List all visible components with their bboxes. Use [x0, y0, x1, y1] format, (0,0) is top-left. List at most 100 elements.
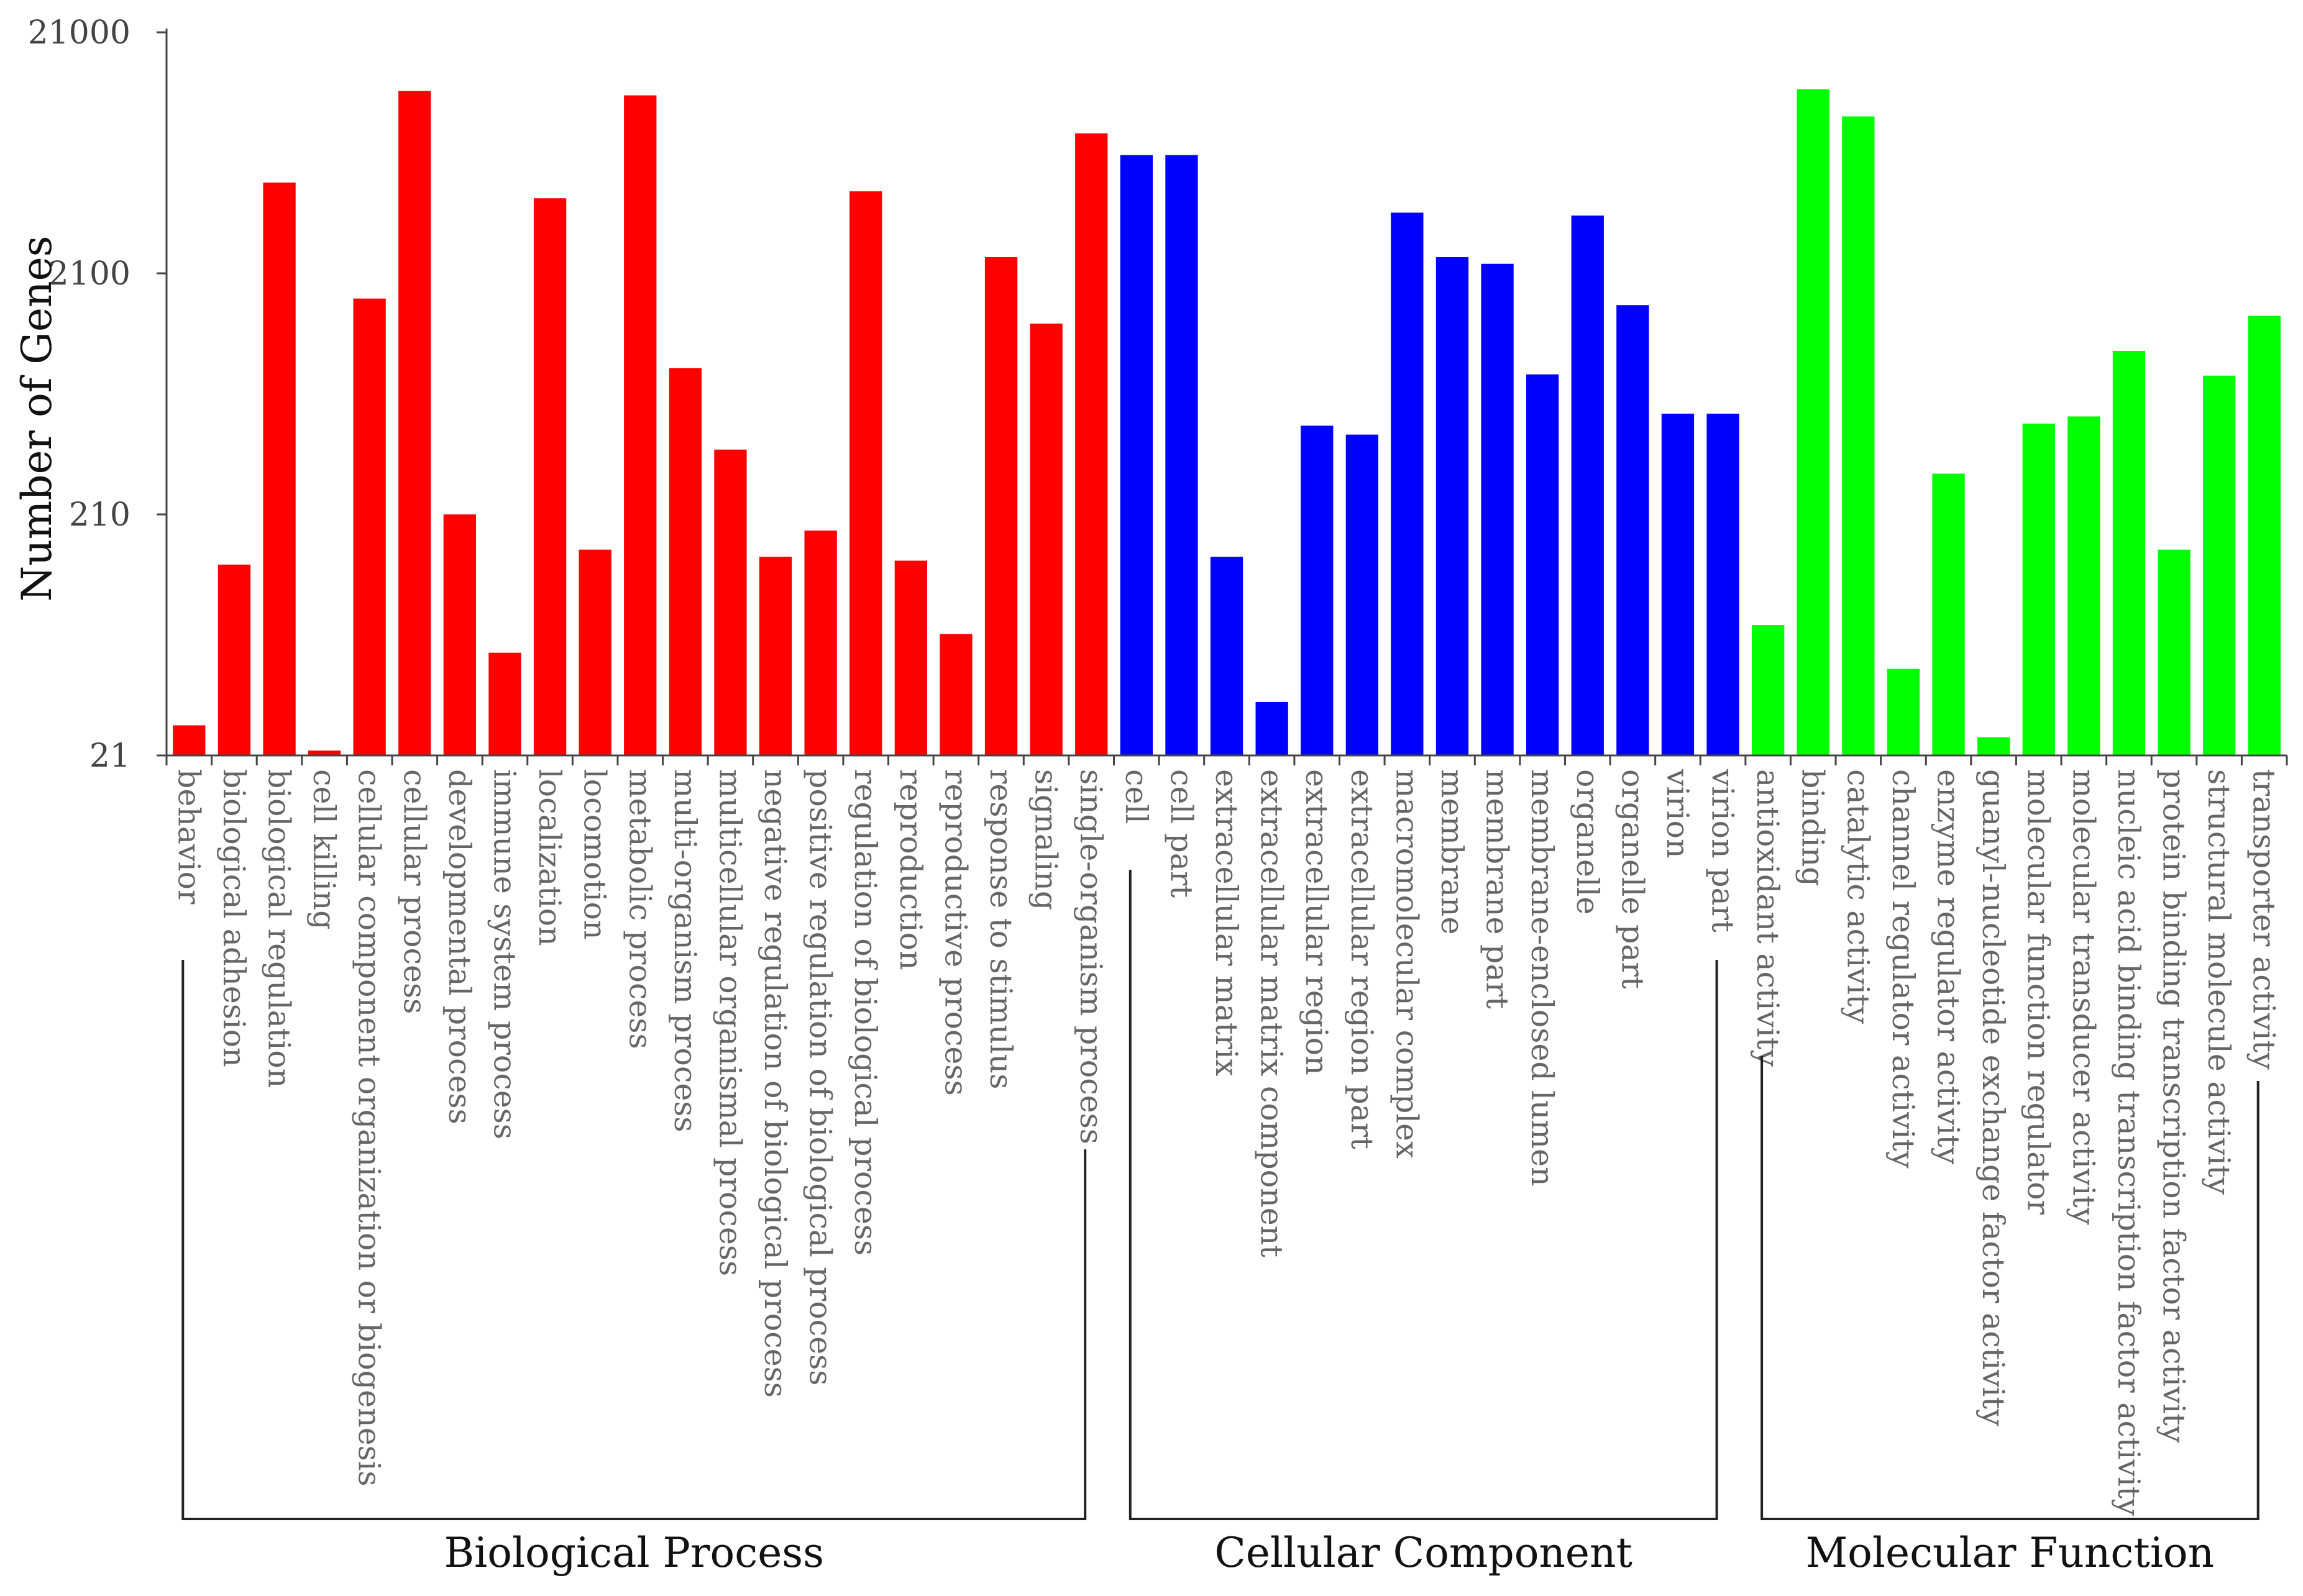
x-tick-label-membrane: membrane — [1434, 769, 1470, 935]
x-tick-label-multi-organism-process: multi-organism process — [667, 769, 703, 1133]
bar-immune-system-process — [488, 652, 521, 755]
bar-biological-regulation — [263, 182, 296, 755]
bracket-cellular-component — [1129, 870, 1718, 1520]
bar-negative-regulation-of-biological-process — [759, 557, 792, 755]
x-tick-label-extracellular-matrix-component: extracellular matrix component — [1254, 769, 1289, 1257]
bar-multicellular-organismal-process — [714, 449, 747, 755]
bar-enzyme-regulator-activity — [1932, 473, 1965, 755]
x-tick-label-positive-regulation-of-biological-process: positive regulation of biological proces… — [803, 769, 838, 1385]
bar-cell-killing — [308, 750, 341, 755]
bar-response-to-stimulus — [984, 257, 1018, 755]
bar-organelle — [1571, 215, 1604, 755]
bar-membrane-part — [1481, 263, 1514, 755]
bar-positive-regulation-of-biological-process — [804, 531, 837, 755]
bar-extracellular-matrix-component — [1255, 701, 1288, 755]
bar-cellular-process — [398, 91, 431, 755]
bar-virion — [1661, 413, 1695, 755]
x-tick-label-metabolic-process: metabolic process — [622, 769, 657, 1049]
y-tick-label-21: 21 — [89, 737, 130, 775]
x-tick-label-negative-regulation-of-biological-process: negative regulation of biological proces… — [758, 769, 793, 1398]
bar-reproductive-process — [940, 634, 973, 755]
bar-protein-binding-transcription-factor-activity — [2158, 549, 2191, 755]
x-tick-label-extracellular-matrix: extracellular matrix — [1209, 769, 1244, 1077]
bar-molecular-function-regulator — [2022, 423, 2055, 755]
bar-cell — [1120, 155, 1153, 756]
bar-antioxidant-activity — [1752, 625, 1785, 755]
y-tick-label-210: 210 — [69, 496, 130, 534]
bar-extracellular-matrix — [1210, 557, 1243, 755]
bar-multi-organism-process — [669, 368, 702, 755]
x-tick-label-cell-part: cell part — [1163, 769, 1199, 898]
x-tick-label-molecular-function-regulator: molecular function regulator — [2021, 769, 2056, 1215]
x-tick-label-catalytic-activity: catalytic activity — [1840, 769, 1875, 1024]
x-tick-label-signaling: signaling — [1028, 769, 1064, 910]
x-tick-label-localization: localization — [532, 769, 567, 946]
group-label-biological-process: Biological Process — [444, 1529, 824, 1577]
bar-extracellular-region-part — [1345, 434, 1378, 755]
bar-extracellular-region — [1301, 426, 1334, 755]
x-tick-label-reproductive-process: reproductive process — [938, 769, 973, 1096]
bar-signaling — [1030, 323, 1063, 755]
x-tick-label-extracellular-region-part: extracellular region part — [1344, 769, 1380, 1149]
bar-cellular-component-organization-or-biogenesis — [353, 298, 386, 756]
bracket-biological-process — [181, 960, 1087, 1520]
bar-developmental-process — [443, 514, 476, 755]
bar-channel-regulator-activity — [1887, 668, 1920, 755]
x-tick-label-organelle: organelle — [1570, 769, 1605, 914]
group-label-cellular-component: Cellular Component — [1214, 1529, 1632, 1577]
bar-biological-adhesion — [217, 564, 251, 755]
x-tick-label-cellular-process: cellular process — [396, 769, 432, 1014]
x-tick-label-regulation-of-biological-process: regulation of biological process — [848, 769, 883, 1256]
bar-guanyl-nucleotide-exchange-factor-activity — [1977, 737, 2010, 755]
group-label-molecular-function: Molecular Function — [1806, 1529, 2215, 1577]
x-tick-label-membrane-part: membrane part — [1480, 769, 1515, 1009]
bar-locomotion — [579, 549, 611, 755]
y-tick-label-2100: 2100 — [48, 255, 130, 293]
bar-behavior — [173, 725, 206, 755]
bar-catalytic-activity — [1842, 116, 1875, 755]
bar-cell-part — [1165, 155, 1198, 756]
bar-binding — [1797, 89, 1829, 755]
x-tick-label-immune-system-process: immune system process — [487, 769, 523, 1139]
bar-structural-molecule-activity — [2203, 375, 2236, 755]
x-tick-label-cellular-component-organization-or-biogenesis: cellular component organization or bioge… — [352, 769, 387, 1487]
x-tick-label-membrane-enclosed-lumen: membrane-enclosed lumen — [1524, 769, 1560, 1187]
bar-molecular-transducer-activity — [2067, 416, 2100, 755]
x-tick-label-macromolecular-complex: macromolecular complex — [1389, 769, 1424, 1159]
bar-metabolic-process — [624, 95, 657, 755]
x-tick-label-multicellular-organismal-process: multicellular organismal process — [712, 769, 748, 1276]
x-tick-label-nucleic-acid-binding-transcription-factor-activity: nucleic acid binding transcription facto… — [2111, 769, 2146, 1516]
bar-organelle-part — [1616, 305, 1649, 755]
bar-transporter-activity — [2248, 316, 2281, 755]
x-tick-label-protein-binding-transcription-factor-activity: protein binding transcription factor act… — [2156, 769, 2192, 1443]
bar-nucleic-acid-binding-transcription-factor-activity — [2112, 351, 2146, 755]
x-tick-label-biological-adhesion: biological adhesion — [216, 769, 252, 1067]
bar-single-organism-process — [1075, 133, 1108, 756]
bar-membrane — [1435, 257, 1469, 755]
x-tick-label-structural-molecule-activity: structural molecule activity — [2201, 769, 2237, 1195]
x-tick-label-virion: virion — [1660, 768, 1695, 859]
x-tick-label-virion-part: virion part — [1705, 768, 1741, 933]
x-tick-label-antioxidant-activity: antioxidant activity — [1750, 769, 1785, 1067]
bar-macromolecular-complex — [1391, 212, 1424, 755]
bar-localization — [533, 198, 567, 755]
x-tick-label-molecular-transducer-activity: molecular transducer activity — [2066, 769, 2101, 1225]
bar-regulation-of-biological-process — [849, 191, 882, 755]
x-tick-label-locomotion: locomotion — [577, 769, 613, 940]
x-tick-label-behavior: behavior — [171, 769, 206, 905]
x-tick-label-channel-regulator-activity: channel regulator activity — [1885, 769, 1921, 1169]
x-tick-label-enzyme-regulator-activity: enzyme regulator activity — [1931, 769, 1966, 1165]
x-tick-label-guanyl-nucleotide-exchange-factor-activity: guanyl-nucleotide exchange factor activi… — [1976, 769, 2011, 1426]
bracket-molecular-function — [1760, 1056, 2260, 1520]
x-tick-label-response-to-stimulus: response to stimulus — [983, 769, 1019, 1089]
x-tick-label-binding: binding — [1795, 769, 1831, 887]
y-axis-title: Number of Genes — [13, 235, 61, 601]
x-tick-label-biological-regulation: biological regulation — [262, 769, 297, 1088]
x-tick-label-cell-killing: cell killing — [306, 769, 342, 930]
x-tick-label-extracellular-region: extracellular region — [1299, 769, 1334, 1075]
bar-membrane-enclosed-lumen — [1526, 374, 1559, 755]
x-tick-label-transporter-activity: transporter activity — [2246, 769, 2282, 1070]
bar-virion-part — [1706, 413, 1739, 755]
y-tick-label-21000: 21000 — [28, 14, 130, 52]
